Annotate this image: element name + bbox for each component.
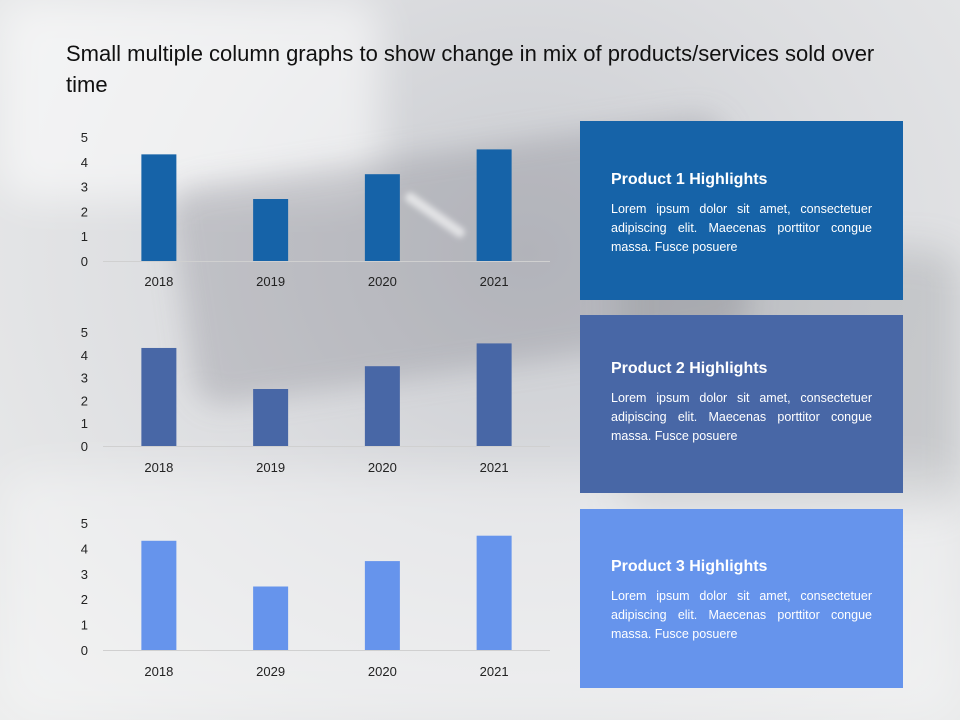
x-tick-label: 2021 bbox=[480, 274, 509, 289]
bar bbox=[476, 343, 512, 446]
x-tick-label: 2018 bbox=[144, 664, 173, 679]
y-tick-label: 2 bbox=[81, 204, 88, 219]
y-tick-label: 0 bbox=[81, 643, 88, 658]
product-2-highlights-panel: Product 2 Highlights Lorem ipsum dolor s… bbox=[580, 315, 903, 493]
panel-heading: Product 2 Highlights bbox=[611, 360, 768, 377]
panel-body: Lorem ipsum dolor sit amet, consectetuer… bbox=[611, 391, 872, 443]
x-tick-label: 2020 bbox=[368, 664, 397, 679]
y-tick-label: 3 bbox=[81, 567, 88, 582]
bar bbox=[141, 154, 177, 261]
panel-body: Lorem ipsum dolor sit amet, consectetuer… bbox=[611, 202, 872, 254]
y-tick-label: 5 bbox=[81, 516, 88, 531]
y-tick-label: 5 bbox=[81, 130, 88, 145]
y-tick-label: 2 bbox=[81, 592, 88, 607]
x-tick-label: 2018 bbox=[144, 460, 173, 475]
panel-heading: Product 3 Highlights bbox=[611, 558, 768, 575]
product-1-chart-svg: 0 1 2 3 4 5 2018 2019 2020 2021 bbox=[81, 130, 550, 289]
x-tick-label: 2018 bbox=[144, 274, 173, 289]
product-3-chart-svg: 0 1 2 3 4 5 2018 2029 2020 2021 bbox=[81, 516, 550, 679]
product-1-column-chart: 0 1 2 3 4 5 2018 2019 2020 2021 bbox=[60, 124, 560, 296]
panel-heading: Product 1 Highlights bbox=[611, 171, 768, 188]
product-3-highlights-panel: Product 3 Highlights Lorem ipsum dolor s… bbox=[580, 509, 903, 688]
y-tick-label: 0 bbox=[81, 439, 88, 454]
x-tick-label: 2021 bbox=[480, 460, 509, 475]
bar bbox=[253, 389, 289, 446]
y-tick-label: 1 bbox=[81, 618, 88, 633]
y-tick-label: 2 bbox=[81, 393, 88, 408]
y-tick-label: 4 bbox=[81, 541, 88, 556]
y-tick-label: 3 bbox=[81, 180, 88, 195]
bar bbox=[253, 586, 289, 650]
y-tick-label: 5 bbox=[81, 325, 88, 340]
x-tick-label: 2021 bbox=[480, 664, 509, 679]
x-tick-label: 2019 bbox=[256, 460, 285, 475]
bar bbox=[364, 174, 400, 261]
bar bbox=[253, 199, 289, 261]
bar bbox=[141, 540, 177, 650]
bar bbox=[364, 366, 400, 446]
x-tick-label: 2020 bbox=[368, 274, 397, 289]
y-tick-label: 0 bbox=[81, 254, 88, 269]
product-2-chart-svg: 0 1 2 3 4 5 2018 2019 2020 2021 bbox=[81, 325, 550, 475]
slide-title: Small multiple column graphs to show cha… bbox=[66, 41, 875, 97]
bar bbox=[476, 535, 512, 650]
product-1-highlights-panel: Product 1 Highlights Lorem ipsum dolor s… bbox=[580, 121, 903, 300]
bar bbox=[364, 561, 400, 650]
x-tick-label: 2019 bbox=[256, 274, 285, 289]
bar bbox=[141, 347, 177, 446]
x-tick-label: 2020 bbox=[368, 460, 397, 475]
bar bbox=[476, 149, 512, 261]
product-2-column-chart: 0 1 2 3 4 5 2018 2019 2020 2021 bbox=[60, 322, 560, 482]
y-tick-label: 1 bbox=[81, 229, 88, 244]
y-tick-label: 4 bbox=[81, 348, 88, 363]
y-tick-label: 3 bbox=[81, 371, 88, 386]
y-tick-label: 4 bbox=[81, 155, 88, 170]
product-3-column-chart: 0 1 2 3 4 5 2018 2029 2020 2021 bbox=[60, 512, 560, 684]
x-tick-label: 2029 bbox=[256, 664, 285, 679]
panel-body: Lorem ipsum dolor sit amet, consectetuer… bbox=[611, 589, 872, 641]
y-tick-label: 1 bbox=[81, 416, 88, 431]
background-highlight bbox=[0, 0, 380, 200]
